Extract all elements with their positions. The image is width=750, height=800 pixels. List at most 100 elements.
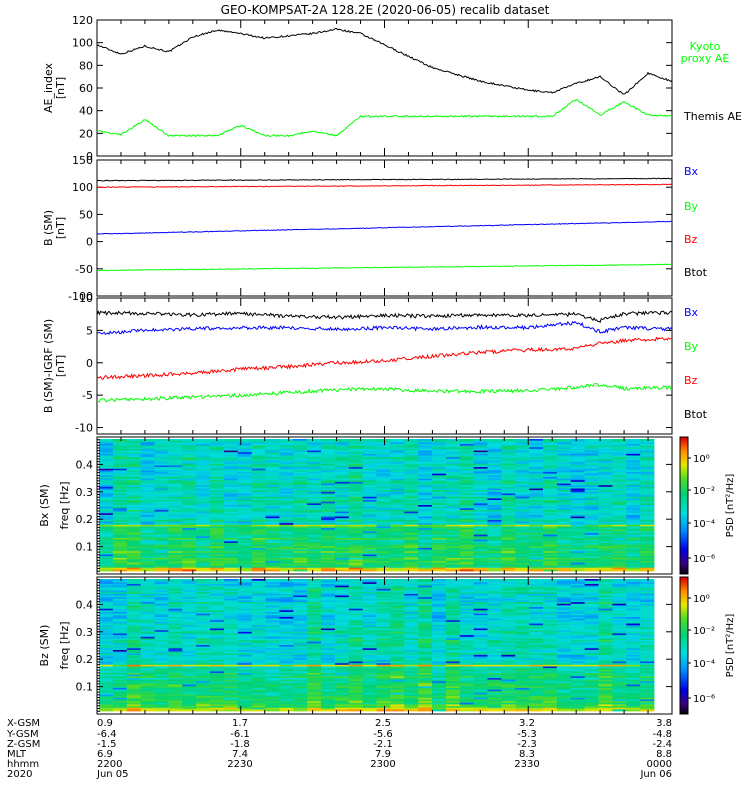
spectrogram-cell [376,524,391,527]
spectrogram-cell [223,534,239,537]
spectrogram-cell [404,506,419,509]
spectrogram-cell [626,473,641,476]
spectrogram-cell [126,496,142,499]
spectrogram-cell [445,453,461,456]
spectrogram-cell [543,539,558,542]
spectrogram-cell [612,557,627,560]
spectrogram-cell [362,536,377,539]
spectrogram-cell [570,562,586,565]
spectrogram-cell [168,460,183,463]
spectrogram-cell [626,470,641,473]
spectrogram-cell [334,516,350,519]
spectrogram-cell [390,605,405,608]
colorbar-segment [680,542,688,544]
spectrogram-cell [556,567,572,570]
spectrogram-cell [154,518,169,521]
spectrogram-cell [210,488,225,491]
spectrogram-cell [251,587,266,590]
spectrogram-cell [626,620,641,623]
spectrogram-cell [126,475,142,478]
spectrogram-cell [390,547,405,550]
spectrogram-cell [112,533,128,536]
spectrogram-cell [279,626,294,629]
spectrogram-cell [556,628,572,631]
spectrogram-cell [168,582,183,585]
spectrogram-cell [362,556,377,559]
colorbar-segment [680,547,688,550]
spectrogram-cell [168,513,183,516]
spectrogram-cell [612,620,627,623]
spectrogram-cell [556,453,572,456]
spectrogram-cell [293,541,308,544]
spectrogram-cell [196,472,211,475]
spectrogram-cell [473,605,488,608]
spectrogram-cell [390,503,405,506]
spectrogram-cell [362,602,377,605]
spectrogram-cell [529,511,544,514]
colorbar-segment [680,454,688,456]
spectrogram-cell [237,450,253,453]
spectrogram-cell [251,506,266,509]
spectrogram-cell [223,556,239,559]
spectrogram-cell [556,514,572,517]
spectrogram-cell [556,485,572,488]
spectrogram-cell [210,590,225,593]
spectrogram-cell [112,544,128,547]
spectrogram-cell [445,448,461,451]
spectrogram-cell [196,509,211,512]
spectrogram-cell [501,455,516,458]
spectrogram-cell [487,503,502,506]
spectrogram-cell [376,462,391,465]
spectrogram-cell [556,542,572,545]
spectrogram-cell [473,493,488,496]
spectrogram-cell [529,505,544,508]
spectrogram-cell [112,608,128,611]
spectrogram-cell [556,595,572,598]
spectrogram-cell [376,509,391,512]
spectrogram-cell [168,516,183,519]
spectrogram-cell [598,506,613,509]
spectrogram-cell [168,557,183,560]
spectrogram-cell [404,538,419,541]
spectrogram-cell [598,598,613,601]
spectrogram-cell [459,478,475,481]
spectrogram-cell [570,603,586,606]
spectrogram-cell [376,486,391,489]
spectrogram-cell [265,513,280,516]
spectrogram-cell [126,610,142,613]
spectrogram-cell [432,447,447,450]
spectrogram-cell [612,628,627,631]
spectrogram-cell [126,472,142,475]
spectrogram-cell [556,495,572,498]
spectrogram-cell [251,498,266,501]
spectrogram-cell [501,534,516,537]
spectrogram-cell [376,544,391,547]
spectrogram-cell [612,453,627,456]
spectrogram-cell [112,448,128,451]
spectrogram-cell [348,511,364,514]
spectrogram-cell [598,528,613,531]
spectrogram-cell [196,556,211,559]
spectrogram-cell [293,547,308,550]
spectrogram-cell [237,542,253,545]
spectrogram-cell [265,595,280,598]
spectrogram-cell [404,547,419,550]
spectrogram-cell [237,521,253,524]
spectrogram-cell [626,486,641,489]
spectrogram-cell [321,567,336,570]
spectrogram-cell [640,495,655,498]
spectrogram-cell [556,608,572,611]
spectrogram-cell [196,615,211,618]
spectrogram-cell [237,470,253,473]
spectrogram-cell [376,448,391,451]
spectrogram-cell [307,587,322,590]
spectrogram-cell [515,439,530,442]
spectrogram-cell [182,561,197,564]
spectrogram-cell [598,491,613,494]
spectrogram-cell [529,450,544,453]
spectrogram-cell [404,516,419,519]
spectrogram-cell [154,465,169,468]
spectrogram-cell [126,505,142,508]
spectrogram-cell [556,612,572,615]
spectrogram-cell [570,448,586,451]
